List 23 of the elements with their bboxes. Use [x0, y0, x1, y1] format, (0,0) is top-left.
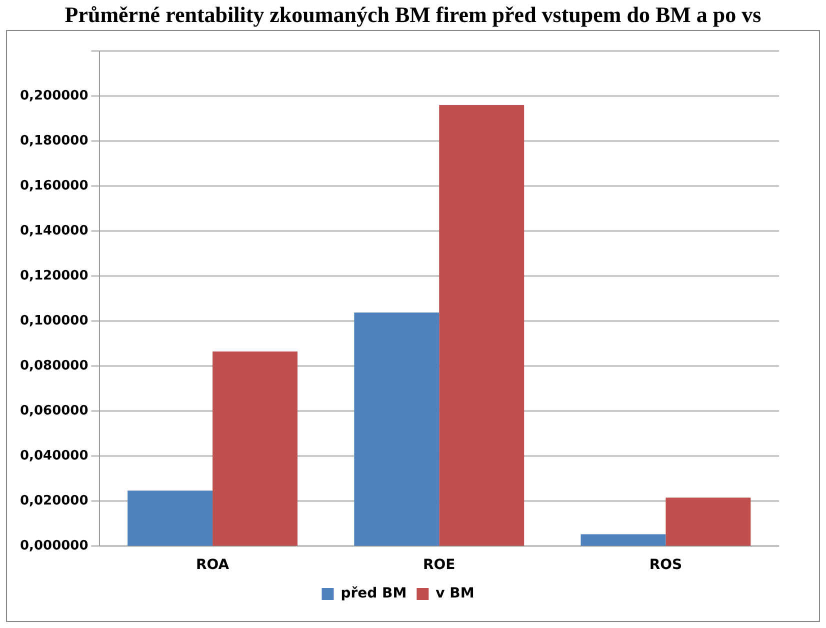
bar — [666, 498, 751, 546]
y-tick-label: 0,020000 — [20, 494, 88, 509]
y-tick-label: 0,060000 — [20, 404, 88, 419]
bar — [354, 312, 440, 546]
y-tick-label: 0,200000 — [20, 88, 88, 104]
bar — [439, 105, 524, 546]
legend-label: v BM — [436, 586, 474, 602]
y-tick-label: 0,000000 — [20, 538, 88, 554]
bar — [580, 534, 666, 546]
y-tick-label: 0,180000 — [20, 133, 88, 148]
x-tick-label: ROS — [649, 557, 682, 574]
y-tick-label: 0,120000 — [20, 268, 88, 284]
bar — [128, 490, 213, 546]
y-tick-label: 0,160000 — [20, 178, 88, 194]
y-tick-label: 0,080000 — [20, 358, 88, 374]
chart-title: Průměrné rentability zkoumaných BM firem před vstupem do BM a po vs — [64, 1, 762, 29]
y-tick-label: 0,100000 — [20, 313, 88, 328]
y-tick-label: 0,140000 — [20, 223, 88, 238]
x-tick-label: ROA — [196, 557, 230, 574]
legend-label: před BM — [340, 586, 407, 602]
y-tick-label: 0,040000 — [20, 448, 88, 464]
x-tick-label: ROE — [423, 557, 456, 574]
bar — [212, 351, 298, 546]
